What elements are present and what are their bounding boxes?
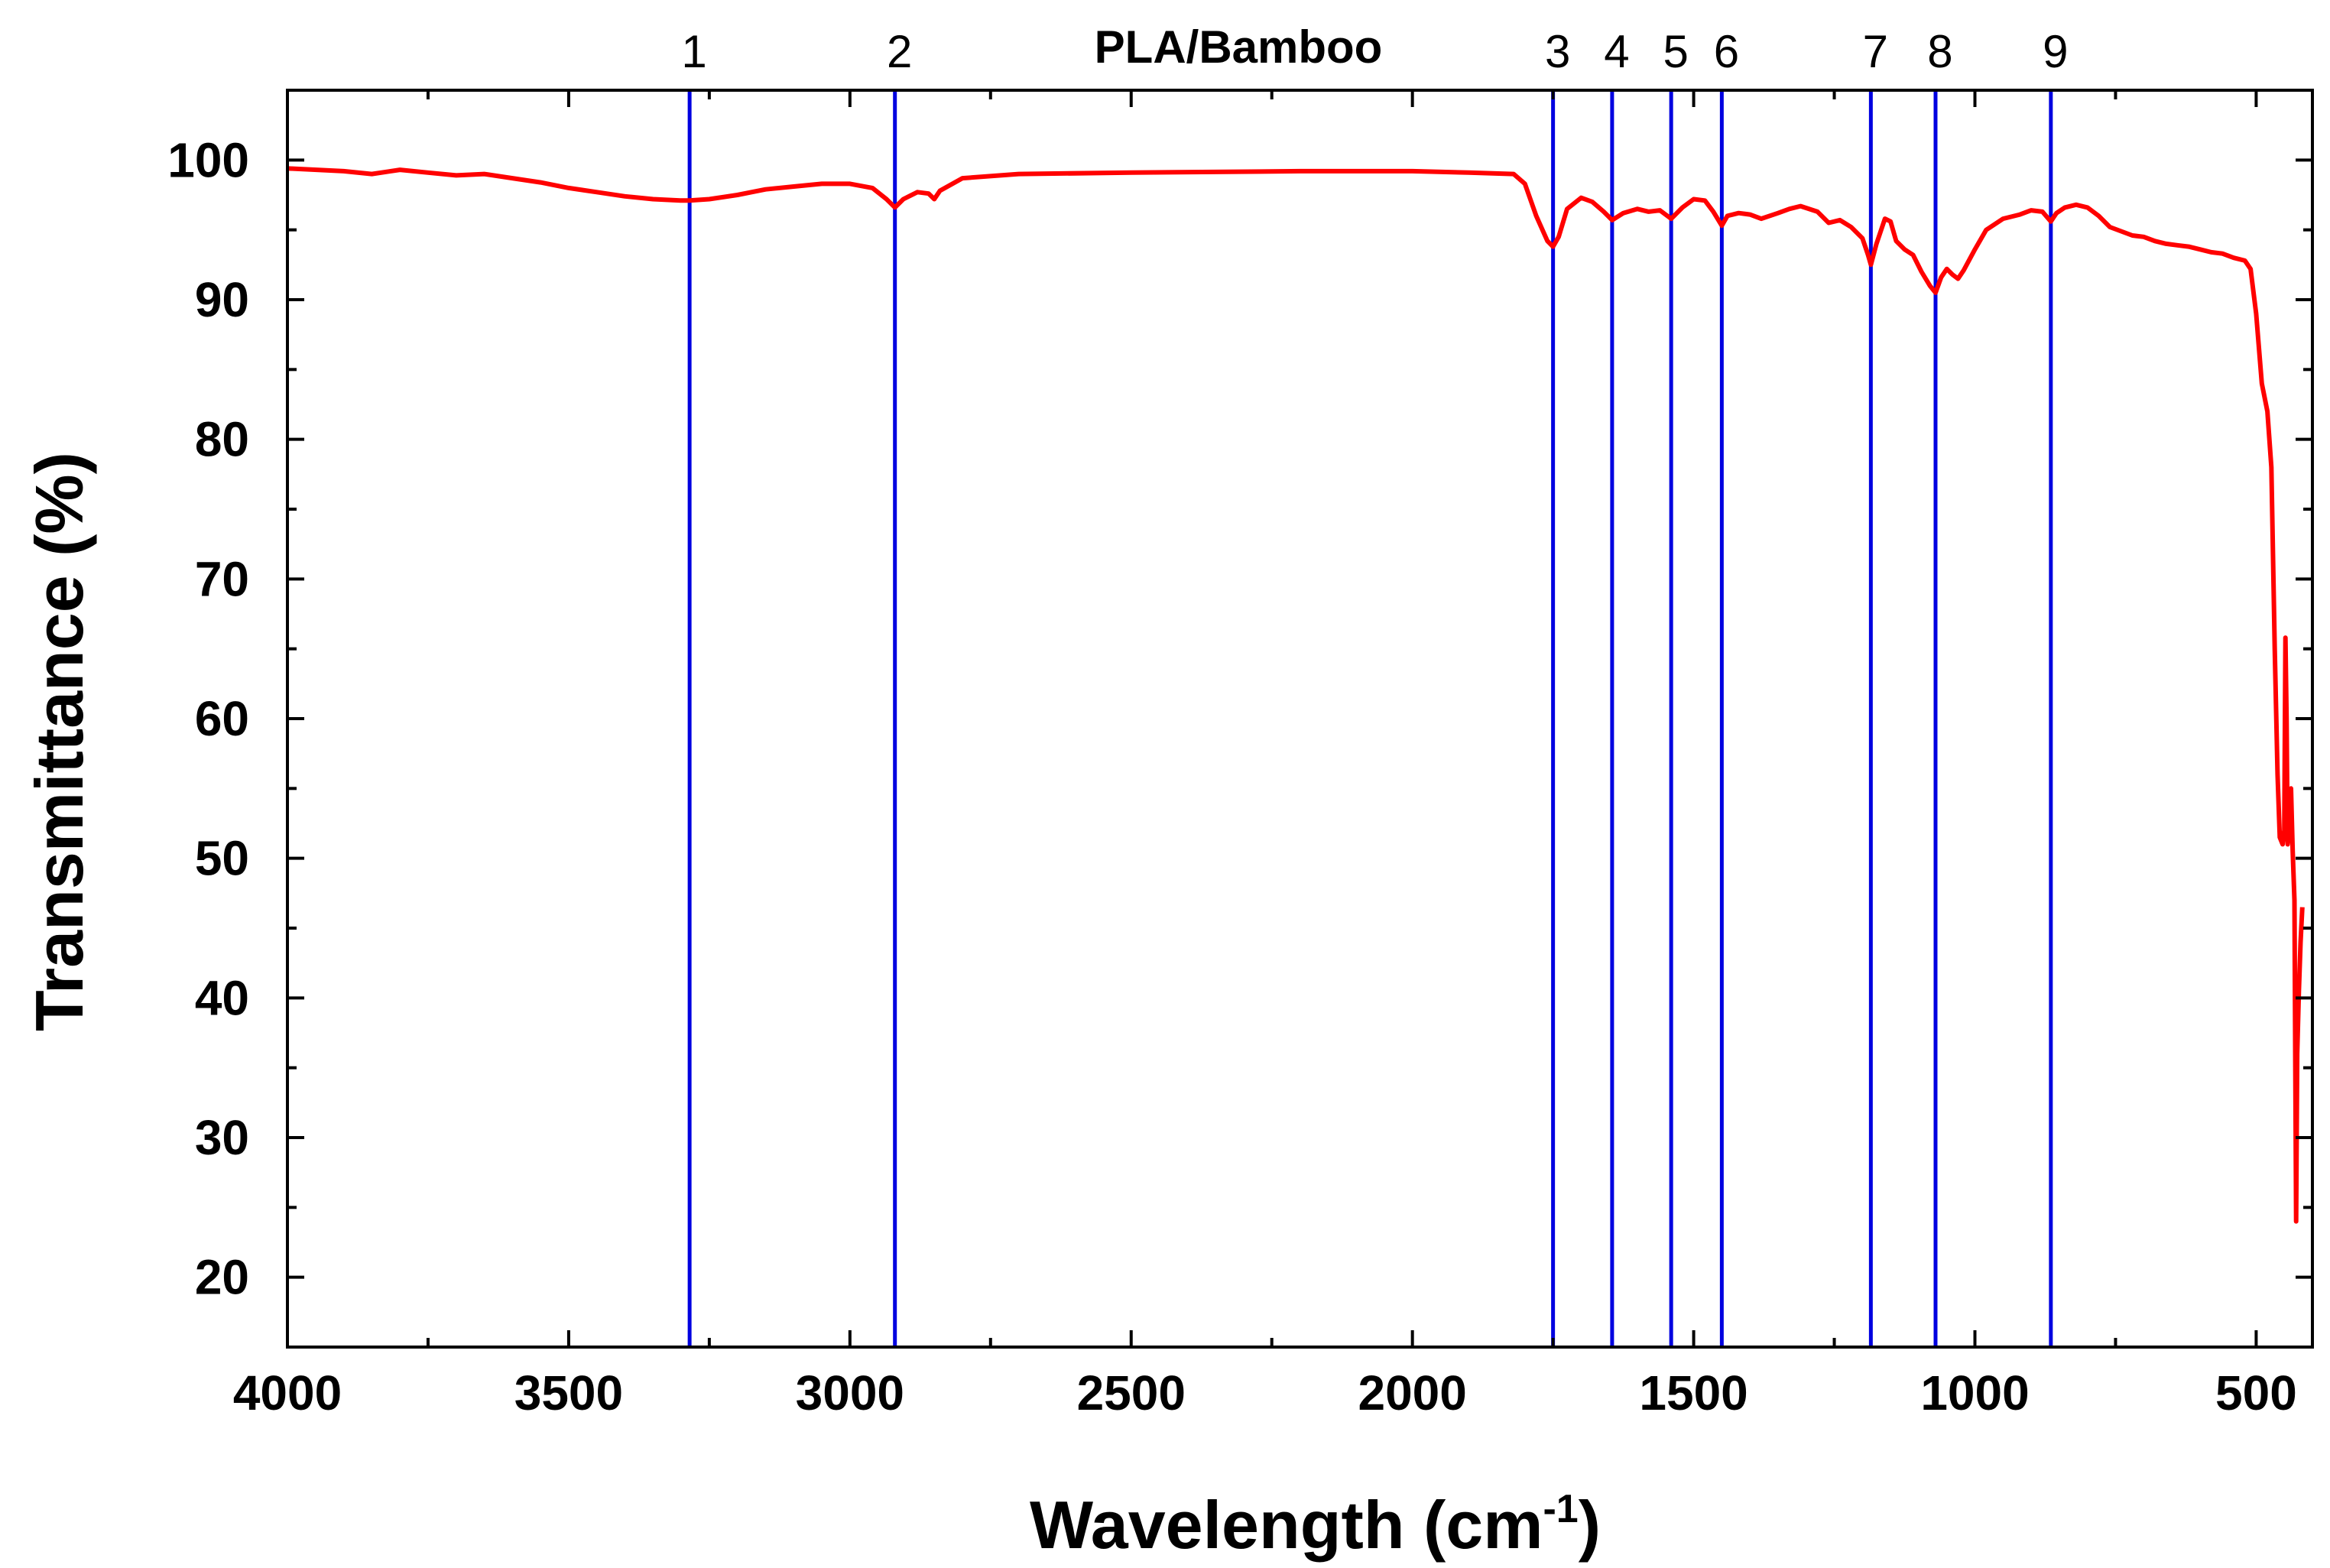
- x-tick-label: 4000: [233, 1365, 342, 1420]
- x-tick-label: 2000: [1358, 1365, 1466, 1420]
- x-tick-label: 3000: [796, 1365, 904, 1420]
- y-tick-label: 40: [195, 970, 249, 1025]
- x-axis-unit-close: ): [1579, 1487, 1601, 1563]
- series-line-pla-bamboo: [287, 166, 2305, 1224]
- x-tick-label: 3500: [514, 1365, 623, 1420]
- x-axis-title-text: Wavelength: [1030, 1487, 1405, 1563]
- x-tick-label: 500: [2215, 1365, 2297, 1420]
- x-tick-label: 2500: [1077, 1365, 1186, 1420]
- x-axis-title: Wavelength (cm-1): [1030, 1487, 1601, 1563]
- marker-label-9: 9: [2043, 26, 2068, 77]
- axis-ticks: [286, 89, 2312, 1349]
- x-tick-label: 1000: [1920, 1365, 2029, 1420]
- y-tick-label: 100: [167, 132, 249, 187]
- marker-label-1: 1: [681, 26, 706, 77]
- marker-label-4: 4: [1604, 26, 1629, 77]
- marker-label-3: 3: [1545, 26, 1570, 77]
- marker-label-7: 7: [1863, 26, 1888, 77]
- marker-label-8: 8: [1927, 26, 1952, 77]
- y-tick-labels: 20 30 40 50 60 70 80 90 100: [167, 132, 249, 1304]
- x-axis-unit-exponent: -1: [1543, 1487, 1578, 1531]
- y-tick-label: 70: [195, 551, 249, 606]
- plot-frame: [286, 89, 2314, 1349]
- marker-label-2: 2: [887, 26, 912, 77]
- chart-title: PLA/Bamboo: [1095, 21, 1383, 73]
- marker-lines: [687, 90, 2053, 1347]
- y-tick-label: 90: [195, 272, 249, 327]
- y-tick-label: 20: [195, 1250, 249, 1305]
- y-tick-label: 50: [195, 831, 249, 886]
- x-tick-labels: 4000 3500 3000 2500 2000 1500 1000 500: [233, 1365, 2297, 1420]
- x-axis-unit: (cm: [1423, 1487, 1543, 1563]
- marker-label-6: 6: [1714, 26, 1739, 77]
- y-tick-label: 60: [195, 691, 249, 746]
- y-tick-label: 80: [195, 412, 249, 467]
- y-axis-title: Transmittance (%): [21, 452, 97, 1031]
- x-tick-label: 1500: [1639, 1365, 1748, 1420]
- y-tick-label: 30: [195, 1110, 249, 1165]
- marker-label-5: 5: [1663, 26, 1688, 77]
